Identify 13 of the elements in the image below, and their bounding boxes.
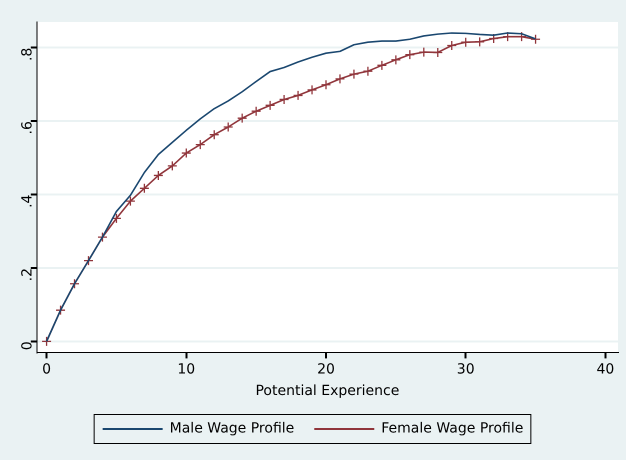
x-tick-label: 0 [42,361,52,378]
x-tick-label: 30 [456,361,475,378]
y-tick-label: .6 [19,121,36,134]
y-tick-label: .4 [19,194,36,208]
legend-label: Female Wage Profile [381,420,524,437]
y-tick-label: 0 [19,341,36,350]
legend-label: Male Wage Profile [170,420,294,437]
x-tick-label: 10 [177,361,196,378]
x-tick-label: 40 [596,361,614,378]
y-tick-label: .8 [19,48,36,62]
y-tick-label: .2 [19,268,36,282]
x-tick-label: 20 [317,361,335,378]
x-axis-title: Potential Experience [255,383,400,400]
